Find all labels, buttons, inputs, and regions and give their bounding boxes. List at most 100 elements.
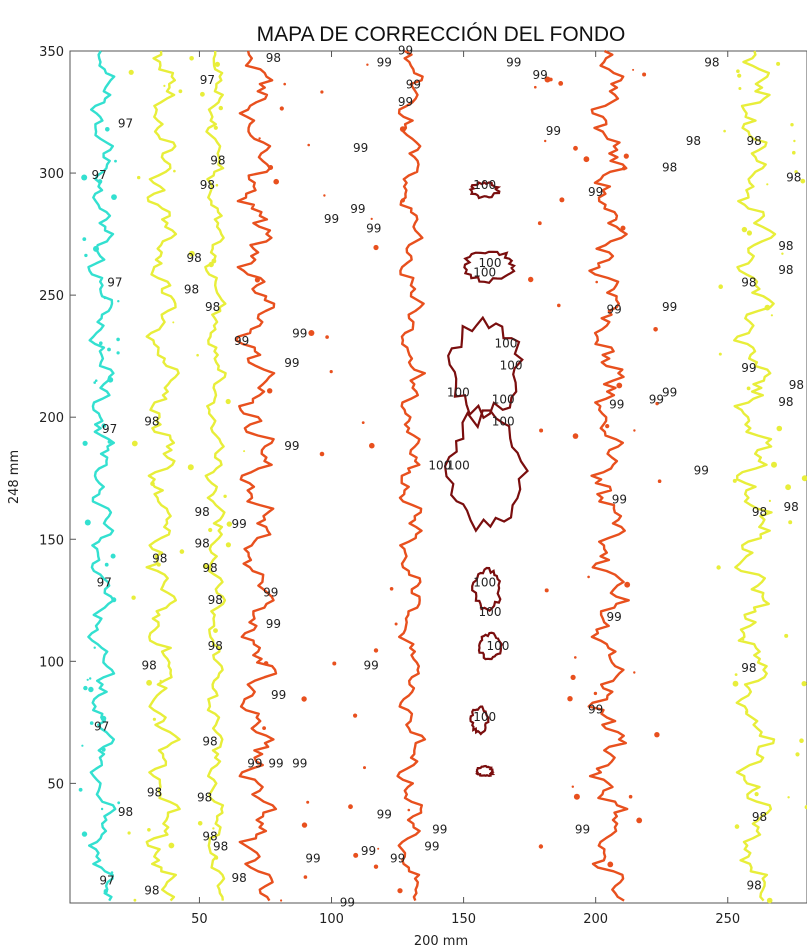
contour-speck: [301, 696, 307, 702]
y-tick-label: 350: [39, 45, 64, 60]
contour-speck: [792, 150, 796, 155]
contour-speck: [370, 217, 373, 220]
contour-speck: [268, 165, 274, 170]
contour-speck: [99, 341, 103, 346]
contour-speck: [88, 686, 94, 693]
contour-98-left-b: [204, 51, 227, 901]
contour-speck: [100, 807, 104, 811]
contour-speck: [215, 183, 219, 187]
contour-speck: [377, 847, 380, 850]
contour-speck: [94, 379, 98, 383]
contour-speck: [226, 521, 232, 527]
contour-speck: [795, 752, 800, 757]
contour-speck: [111, 194, 117, 201]
contour-speck: [128, 69, 134, 75]
contour-100-blob: [471, 566, 502, 612]
contour-speck: [636, 817, 643, 824]
contour-speck: [147, 828, 151, 832]
contour-label: 100: [492, 415, 515, 429]
contour-label: 99: [247, 756, 262, 770]
contour-speck: [723, 129, 726, 133]
contour-98-left-a: [145, 50, 181, 902]
contour-label: 98: [197, 791, 212, 805]
contour-speck: [212, 827, 215, 830]
contour-speck: [329, 370, 333, 374]
contour-speck: [150, 481, 155, 487]
contour-label: 98: [210, 153, 225, 167]
contour-speck: [770, 314, 774, 317]
contour-specks: [78, 56, 807, 904]
contour-label: 98: [662, 161, 677, 175]
contour-speck: [353, 713, 358, 718]
contour-speck: [557, 303, 561, 308]
contour-label: 99: [575, 822, 590, 836]
contour-speck: [633, 429, 636, 432]
contour-speck: [178, 89, 183, 94]
contour-label: 99: [284, 439, 299, 453]
contour-speck: [628, 794, 633, 799]
contour-label: 98: [202, 830, 217, 844]
contour-label: 99: [607, 610, 622, 624]
contour-speck: [208, 261, 214, 268]
contour-100-blob: [469, 705, 490, 736]
contour-label: 99: [268, 756, 283, 770]
contour-speck: [117, 300, 120, 303]
contour-label: 97: [91, 168, 106, 182]
contour-label: 99: [662, 385, 677, 399]
contour-speck: [111, 597, 117, 603]
contour-speck: [369, 442, 375, 449]
contour-speck: [173, 169, 176, 173]
contour-speck: [574, 656, 577, 659]
contour-label: 97: [118, 117, 133, 131]
contour-speck: [539, 428, 544, 433]
contour-speck: [799, 738, 804, 743]
contour-speck: [654, 732, 660, 738]
contour-label: 98: [778, 395, 793, 409]
contour-label: 100: [447, 385, 470, 399]
contour-label: 99: [588, 185, 603, 199]
contour-speck: [573, 793, 580, 800]
contour-label: 97: [102, 422, 117, 436]
contour-100-blob: [443, 409, 529, 533]
contour-speck: [633, 671, 636, 674]
contour-speck: [301, 822, 308, 828]
y-tick-label: 300: [39, 167, 64, 182]
contour-speck: [718, 284, 723, 290]
contour-speck: [172, 321, 175, 324]
contour-speck: [306, 800, 310, 804]
contour-label: 99: [607, 302, 622, 316]
contour-label: 97: [97, 576, 112, 590]
contour-speck: [93, 245, 99, 252]
contour-label: 97: [107, 275, 122, 289]
contour-speck: [133, 898, 137, 902]
contour-label: 98: [208, 593, 223, 607]
contour-speck: [373, 864, 379, 869]
x-axis: 50 100 150 200 250: [191, 51, 740, 927]
contour-label: 98: [741, 275, 756, 289]
contour-label: 99: [609, 398, 624, 412]
contour-speck: [100, 715, 107, 722]
contour-speck: [587, 575, 590, 579]
contour-label: 99: [350, 202, 365, 216]
contour-speck: [794, 170, 798, 174]
contour-speck: [280, 899, 283, 902]
x-axis-label: 200 mm: [414, 934, 468, 949]
contour-100-blob: [463, 250, 516, 285]
contour-speck: [373, 648, 379, 653]
contour-speck: [279, 106, 284, 111]
contour-speck: [801, 681, 807, 687]
contour-label: 99: [588, 703, 603, 717]
contour-100-blob: [477, 631, 503, 661]
contour-speck: [544, 76, 551, 83]
contour-label: 98: [784, 500, 799, 514]
contour-100-blob: [475, 764, 496, 778]
contour-speck: [308, 330, 315, 336]
contour-speck: [348, 804, 353, 810]
contour-label: 100: [473, 710, 496, 724]
contour-speck: [127, 831, 131, 835]
contour-speck: [81, 744, 84, 747]
contour-98-right: [733, 50, 777, 902]
contour-speck: [189, 56, 194, 61]
contour-label: 99: [546, 124, 561, 138]
x-tick-label: 50: [191, 912, 208, 927]
